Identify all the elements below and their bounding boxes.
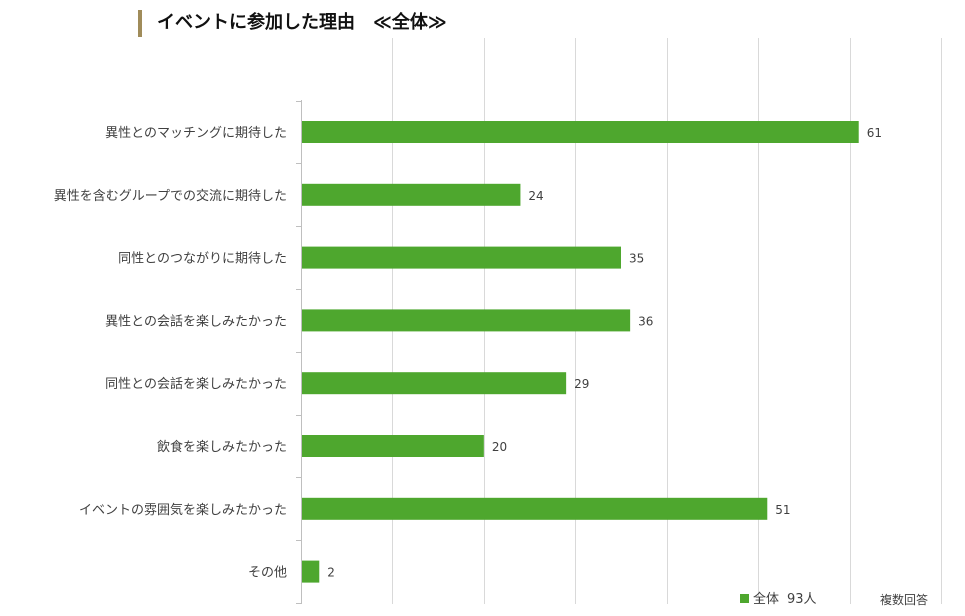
category-label: 同性とのつながりに期待した	[118, 252, 287, 267]
value-label: 20	[492, 440, 507, 454]
value-label: 29	[574, 377, 589, 391]
category-label: 異性との会話を楽しみたかった	[105, 313, 287, 329]
bar	[302, 246, 621, 269]
bar	[302, 435, 484, 457]
value-label: 36	[638, 314, 653, 328]
value-label: 2	[327, 566, 335, 580]
category-label: 異性とのマッチングに期待した	[105, 126, 287, 141]
multiple-answer-note: 複数回答	[880, 593, 929, 607]
bar	[302, 372, 567, 395]
value-label: 61	[867, 126, 882, 140]
bar	[302, 121, 859, 143]
bar	[302, 183, 521, 206]
chart-title: イベントに参加した理由 ≪全体≫	[157, 12, 447, 33]
bar	[302, 560, 320, 583]
legend-label: 全体	[753, 592, 780, 607]
category-label: イベントの雰囲気を楽しみたかった	[79, 502, 287, 518]
bar	[302, 497, 768, 520]
category-label: その他	[248, 566, 287, 581]
category-labels: 異性とのマッチングに期待した異性を含むグループでの交流に期待した同性とのつながり…	[54, 126, 287, 581]
legend: 全体 93人	[740, 592, 817, 608]
value-label: 35	[629, 252, 644, 266]
category-label: 飲食を楽しみたかった	[157, 439, 287, 455]
title-accent-bar	[138, 10, 142, 37]
legend-base-count: 93人	[787, 592, 817, 607]
value-label: 24	[528, 189, 543, 203]
legend-swatch	[740, 594, 749, 603]
y-axis	[296, 100, 302, 604]
bars	[302, 121, 859, 583]
value-labels: 61 24 35 36 29 20 51 2	[327, 126, 882, 580]
bar	[302, 309, 631, 332]
value-label: 51	[775, 503, 790, 517]
category-label: 同性との会話を楽しみたかった	[105, 376, 287, 392]
category-label: 異性を含むグループでの交流に期待した	[54, 188, 287, 204]
